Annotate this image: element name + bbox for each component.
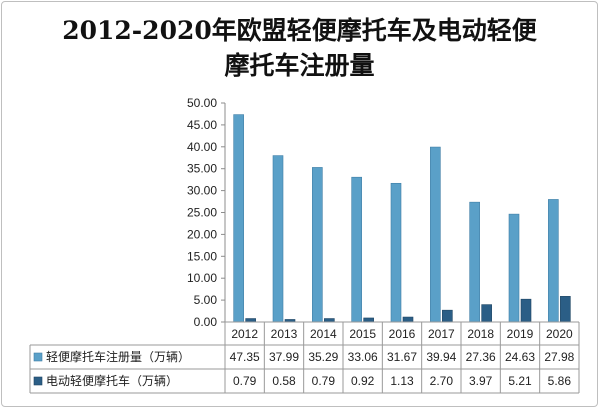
data-label-series-2: 5.21	[508, 374, 532, 388]
data-label-series-1: 47.35	[230, 350, 260, 364]
bar-series-2	[520, 298, 532, 323]
y-tick-label: 5.00	[194, 293, 218, 307]
x-category-label: 2016	[389, 327, 416, 341]
bar-series-1	[469, 201, 480, 323]
legend-label-series-1: 轻便摩托车注册量（万辆）	[46, 349, 190, 364]
legend-key-series-1	[33, 352, 43, 362]
y-tick-label: 10.00	[187, 271, 217, 285]
bar-series-1	[272, 155, 284, 323]
y-tick-label: 45.00	[187, 118, 217, 132]
chart-title-line-1: 2012-2020年欧盟轻便摩托车及电动轻便	[62, 16, 537, 45]
bar-series-2	[560, 296, 571, 323]
x-category-label: 2018	[467, 327, 494, 341]
x-category-label: 2017	[428, 327, 455, 341]
bar-series-2	[481, 304, 492, 323]
x-category-label: 2013	[271, 327, 298, 341]
data-label-series-1: 27.98	[544, 350, 574, 364]
data-label-series-2: 0.79	[312, 374, 336, 388]
bar-series-1	[508, 213, 520, 323]
bar-series-2	[324, 318, 335, 323]
bar-series-2	[245, 318, 256, 323]
bar-series-1	[351, 176, 362, 323]
legend-label-series-2: 电动轻便摩托车（万辆）	[46, 373, 178, 388]
data-label-series-1: 31.67	[387, 350, 417, 364]
data-label-series-2: 0.92	[351, 374, 375, 388]
data-label-series-1: 37.99	[269, 350, 299, 364]
y-tick-label: 35.00	[187, 162, 217, 176]
bar-series-2	[363, 317, 374, 323]
x-category-label: 2014	[310, 327, 337, 341]
data-label-series-1: 24.63	[505, 350, 535, 364]
data-label-series-2: 2.70	[430, 374, 454, 388]
data-label-series-1: 33.06	[348, 350, 378, 364]
bar-series-2	[442, 309, 453, 323]
bar-series-2	[402, 316, 414, 323]
bar-series-1	[390, 182, 402, 323]
bar-series-1	[430, 146, 441, 323]
x-category-label: 2012	[231, 327, 258, 341]
x-category-label: 2015	[349, 327, 376, 341]
data-label-series-2: 0.79	[233, 374, 257, 388]
y-tick-label: 0.00	[194, 315, 218, 329]
data-label-series-2: 1.13	[390, 374, 414, 388]
y-tick-label: 30.00	[187, 184, 217, 198]
y-tick-label: 15.00	[187, 249, 217, 263]
chart-title-line-2: 摩托车注册量	[224, 51, 375, 80]
data-label-series-2: 5.86	[548, 374, 572, 388]
data-label-series-1: 39.94	[426, 350, 456, 364]
bar-series-1	[548, 199, 559, 323]
data-label-series-1: 35.29	[308, 350, 338, 364]
y-tick-label: 40.00	[187, 140, 217, 154]
x-category-label: 2019	[507, 327, 534, 341]
x-category-label: 2020	[546, 327, 573, 341]
bar-series-1	[312, 167, 323, 323]
y-tick-label: 50.00	[187, 96, 217, 110]
data-label-series-1: 27.36	[466, 350, 496, 364]
chart-title: 2012-2020年欧盟轻便摩托车及电动轻便 摩托车注册量	[0, 13, 599, 83]
data-label-series-2: 3.97	[469, 374, 493, 388]
legend-key-series-2	[33, 376, 43, 386]
data-label-series-2: 0.58	[272, 374, 296, 388]
y-tick-label: 25.00	[187, 206, 217, 220]
bar-series-1	[233, 114, 244, 323]
y-tick-label: 20.00	[187, 227, 217, 241]
